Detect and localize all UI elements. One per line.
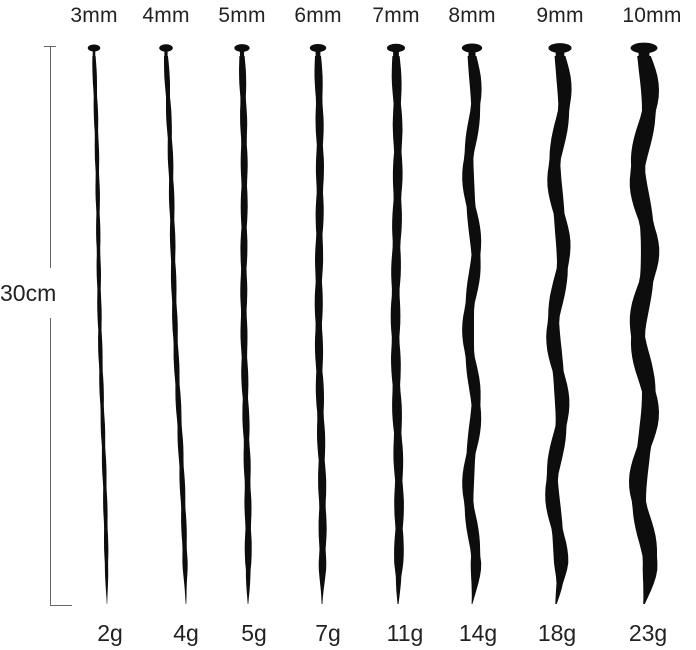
weight-label-5: 11g — [386, 620, 424, 646]
rod-8 — [629, 56, 660, 604]
rod-5 — [390, 56, 404, 604]
weight-label-4: 7g — [315, 620, 341, 646]
rod-neck-7 — [555, 48, 565, 58]
rod-neck-6 — [468, 48, 476, 58]
rod-neck-8 — [638, 48, 650, 58]
length-ruler-bottom-tick — [50, 605, 72, 606]
size-label-5: 7mm — [372, 4, 420, 27]
rod-2 — [164, 56, 188, 604]
length-ruler-lower — [50, 318, 51, 606]
weight-label-2: 4g — [173, 620, 199, 646]
rod-neck-4 — [315, 48, 321, 58]
length-ruler-top-tick — [44, 46, 56, 47]
rod-neck-2 — [164, 48, 168, 58]
size-label-8: 10mm — [622, 4, 682, 27]
rod-6 — [462, 56, 482, 604]
weight-label-7: 18g — [537, 620, 577, 646]
size-label-3: 5mm — [218, 4, 266, 27]
rod-7 — [545, 56, 572, 604]
weight-label-6: 14g — [458, 620, 498, 646]
length-ruler-upper — [50, 46, 51, 268]
length-label: 30cm — [0, 280, 57, 306]
rod-neck-1 — [92, 48, 96, 58]
rod-4 — [314, 56, 327, 604]
size-label-7: 9mm — [536, 4, 584, 27]
size-label-1: 3mm — [70, 4, 118, 27]
rod-3 — [239, 56, 252, 604]
size-label-6: 8mm — [448, 4, 496, 27]
weight-label-8: 23g — [628, 620, 668, 646]
weight-label-1: 2g — [97, 620, 123, 646]
weight-label-3: 5g — [241, 620, 267, 646]
size-label-4: 6mm — [294, 4, 342, 27]
rod-neck-3 — [239, 48, 245, 58]
rod-neck-5 — [393, 48, 399, 58]
rod-1 — [92, 56, 109, 604]
size-label-2: 4mm — [142, 4, 190, 27]
